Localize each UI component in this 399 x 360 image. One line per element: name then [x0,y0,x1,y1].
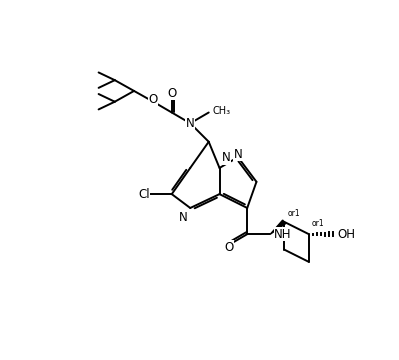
Text: N: N [233,148,242,161]
Text: or1: or1 [311,219,324,228]
Text: O: O [224,241,233,254]
Text: O: O [149,93,158,106]
Text: N: N [186,117,195,130]
Polygon shape [271,220,286,234]
Text: or1: or1 [288,209,301,218]
Text: OH: OH [337,228,356,240]
Text: CH₃: CH₃ [213,106,231,116]
Text: NH: NH [274,228,292,240]
Text: N: N [222,151,231,164]
Text: O: O [167,87,176,100]
Text: N: N [178,211,187,224]
Text: Cl: Cl [138,188,150,201]
